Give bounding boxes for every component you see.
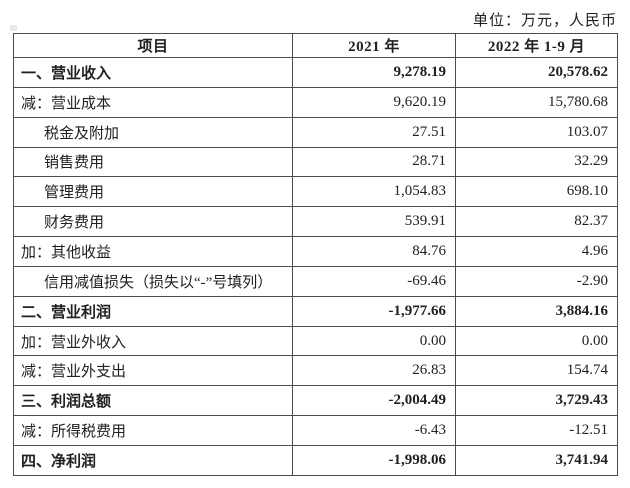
table-row: 一、营业收入 9,278.19 20,578.62 [13, 57, 618, 88]
value-2021: -69.46 [292, 265, 456, 297]
value-2022-1-9: -2.90 [455, 265, 618, 297]
table-row: 管理费用 1,054.83 698.10 [13, 176, 618, 208]
value-2022-1-9: -12.51 [455, 415, 618, 446]
value-2022-1-9: 32.29 [455, 146, 618, 178]
value-2021: -2,004.49 [292, 385, 456, 417]
value-2021: 84.76 [292, 236, 456, 267]
table-row: 四、净利润 -1,998.06 3,741.94 [13, 444, 618, 477]
table-row: 二、营业利润 -1,977.66 3,884.16 [13, 295, 618, 327]
row-label: 二、营业利润 [13, 295, 293, 327]
header-2021-column: 2021 年 [292, 33, 456, 58]
value-2022-1-9: 20,578.62 [455, 57, 618, 88]
value-2021: 0.00 [292, 325, 456, 357]
table-row: 减：营业成本 9,620.19 15,780.68 [13, 86, 618, 118]
row-label: 三、利润总额 [13, 385, 293, 417]
value-2021: 26.83 [292, 355, 456, 387]
row-label: 财务费用 [13, 206, 293, 238]
row-label: 四、净利润 [13, 444, 293, 477]
income-statement-table: 项目 2021 年 2022 年 1-9 月 一、营业收入 9,278.19 20,… [13, 33, 618, 477]
value-2022-1-9: 15,780.68 [455, 86, 618, 118]
value-2022-1-9: 0.00 [455, 325, 618, 357]
header-2022-column: 2022 年 1-9 月 [455, 33, 618, 58]
value-2021: 28.71 [292, 146, 456, 178]
table-row: 减：所得税费用 -6.43 -12.51 [13, 415, 618, 446]
value-2021: 9,278.19 [292, 57, 456, 88]
value-2021: 1,054.83 [292, 176, 456, 208]
row-label: 减：所得税费用 [13, 415, 293, 446]
value-2021: -1,998.06 [292, 444, 456, 477]
value-2022-1-9: 3,741.94 [455, 444, 618, 477]
value-2021: 9,620.19 [292, 86, 456, 118]
row-label: 减：营业外支出 [13, 355, 293, 387]
value-2021: -1,977.66 [292, 295, 456, 327]
header-item-column: 项目 [13, 33, 293, 58]
value-2022-1-9: 103.07 [455, 116, 618, 148]
table-row: 加：其他收益 84.76 4.96 [13, 236, 618, 267]
table-row: 销售费用 28.71 32.29 [13, 146, 618, 178]
value-2021: -6.43 [292, 415, 456, 446]
row-label: 信用减值损失（损失以“-”号填列） [13, 265, 293, 297]
table-body: 一、营业收入 9,278.19 20,578.62 减：营业成本 9,620.19 15,… [13, 57, 618, 477]
table-row: 加：营业外收入 0.00 0.00 [13, 325, 618, 357]
row-label: 税金及附加 [13, 116, 293, 148]
value-2022-1-9: 4.96 [455, 236, 618, 267]
value-2022-1-9: 3,729.43 [455, 385, 618, 417]
value-2022-1-9: 3,884.16 [455, 295, 618, 327]
row-label: 加：其他收益 [13, 236, 293, 267]
table-row: 三、利润总额 -2,004.49 3,729.43 [13, 385, 618, 417]
unit-note: 单位：万元，人民币 [472, 13, 617, 29]
table-header-row: 项目 2021 年 2022 年 1-9 月 [13, 33, 618, 58]
scan-artifact [10, 25, 17, 31]
value-2022-1-9: 82.37 [455, 206, 618, 238]
table-row: 财务费用 539.91 82.37 [13, 206, 618, 238]
value-2021: 27.51 [292, 116, 456, 148]
row-label: 管理费用 [13, 176, 293, 208]
value-2021: 539.91 [292, 206, 456, 238]
table-row: 减：营业外支出 26.83 154.74 [13, 355, 618, 387]
row-label: 加：营业外收入 [13, 325, 293, 357]
value-2022-1-9: 698.10 [455, 176, 618, 208]
row-label: 减：营业成本 [13, 86, 293, 118]
row-label: 销售费用 [13, 146, 293, 178]
table-row: 税金及附加 27.51 103.07 [13, 116, 618, 148]
value-2022-1-9: 154.74 [455, 355, 618, 387]
table-row: 信用减值损失（损失以“-”号填列） -69.46 -2.90 [13, 265, 618, 297]
row-label: 一、营业收入 [13, 57, 293, 88]
